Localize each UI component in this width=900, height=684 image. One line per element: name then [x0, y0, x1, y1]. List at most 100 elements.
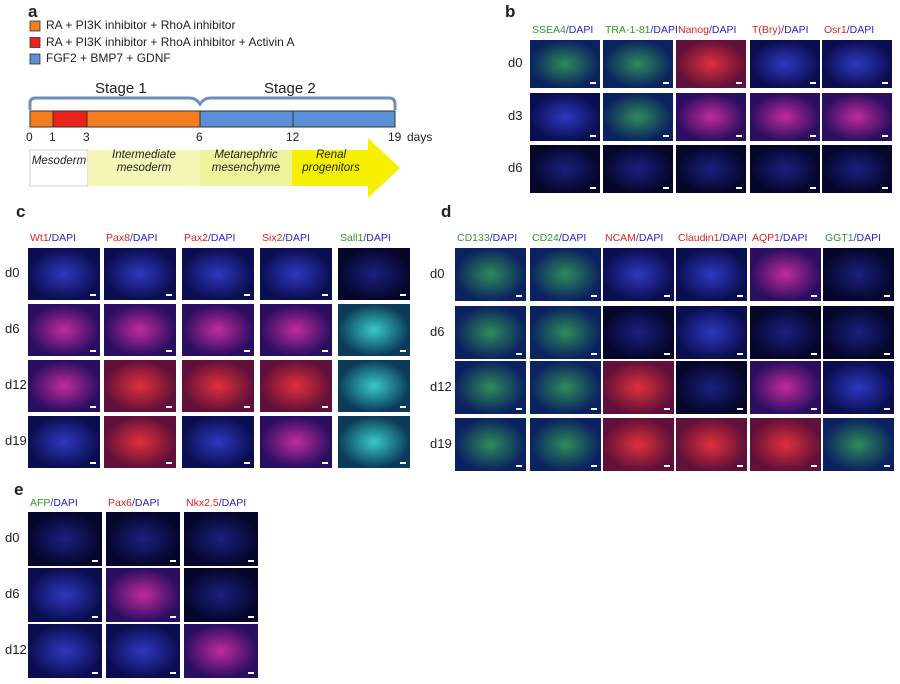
micrograph: [104, 360, 176, 412]
micrograph: [530, 361, 601, 414]
micrograph: [28, 360, 100, 412]
micrograph: [182, 416, 254, 468]
row-label: d0: [430, 265, 445, 281]
marker-name: AFP: [30, 497, 51, 509]
micrograph: [184, 512, 258, 566]
stain-name: /DAPI: [780, 232, 808, 244]
micrograph: [28, 416, 100, 468]
micrograph: [530, 145, 600, 193]
micrograph: [750, 40, 820, 88]
micrograph: [530, 248, 601, 301]
micrograph: [603, 361, 674, 414]
legend-swatch: [29, 20, 41, 32]
micrograph: [184, 624, 258, 678]
micrograph: [106, 624, 180, 678]
column-header: Six2/DAPI: [262, 232, 310, 244]
panel-label: e: [14, 480, 24, 499]
micrograph: [750, 145, 820, 193]
micrograph: [603, 40, 673, 88]
phase-label: Metanephric mesenchyme: [211, 149, 281, 174]
row-label: d6: [5, 321, 20, 336]
micrograph: [603, 306, 674, 359]
micrograph: [106, 512, 180, 566]
column-header: AFP/DAPI: [30, 497, 78, 509]
column-header: TRA-1-81/DAPI: [605, 24, 678, 36]
micrograph: [182, 248, 254, 300]
phase-box: [200, 150, 292, 186]
marker-name: CD24: [532, 232, 559, 244]
micrograph: [676, 93, 746, 141]
phase-label: Intermediate mesoderm: [112, 149, 176, 174]
micrograph: [530, 93, 600, 141]
micrograph: [676, 306, 747, 359]
micrograph: [104, 416, 176, 468]
column-header: NCAM/DAPI: [605, 232, 663, 244]
column-header: Sall1/DAPI: [340, 232, 391, 244]
phase-box: [88, 150, 200, 186]
micrograph: [104, 304, 176, 356]
micrograph: [530, 306, 601, 359]
micrograph: [182, 304, 254, 356]
stage-label: Stage 2: [264, 80, 316, 97]
micrograph: [823, 361, 894, 414]
micrograph: [260, 360, 332, 412]
marker-name: Claudin1: [678, 232, 720, 244]
micrograph: [455, 418, 526, 471]
column-header: SSEA4/DAPI: [532, 24, 593, 36]
column-header: T(Bry)/DAPI: [752, 24, 809, 36]
marker-name: CD133: [457, 232, 490, 244]
micrograph: [455, 306, 526, 359]
stage2-bar: [199, 110, 396, 128]
stain-name: /DAPI: [50, 497, 78, 509]
stain-name: /DAPI: [129, 232, 158, 244]
stain-name: /DAPI: [650, 24, 678, 36]
micrograph: [260, 416, 332, 468]
marker-name: Nkx2.5: [186, 497, 219, 509]
phase-label: Mesoderm: [31, 155, 87, 167]
column-header: GGT1/DAPI: [825, 232, 881, 244]
micrograph: [530, 40, 600, 88]
micrograph: [603, 418, 674, 471]
micrograph: [104, 248, 176, 300]
day-tick: 0: [26, 130, 33, 144]
micrograph: [823, 306, 894, 359]
micrograph: [338, 304, 410, 356]
row-label: d19: [430, 435, 452, 451]
marker-name: Pax6: [108, 497, 132, 509]
stain-name: /DAPI: [781, 24, 809, 36]
micrograph: [823, 418, 894, 471]
row-label: d0: [5, 265, 20, 280]
row-label: d12: [430, 378, 452, 394]
micrograph: [184, 568, 258, 622]
row-label: d0: [5, 530, 20, 545]
day-tick: 19: [388, 130, 402, 144]
marker-name: SSEA4: [532, 24, 566, 36]
micrograph: [338, 360, 410, 412]
legend-text: RA + PI3K inhibitor + RhoA inhibitor: [46, 18, 236, 32]
stain-name: /DAPI: [558, 232, 587, 244]
legend-swatch: [29, 53, 41, 65]
micrograph: [676, 145, 746, 193]
micrograph: [530, 418, 601, 471]
column-header: Wt1/DAPI: [30, 232, 76, 244]
micrograph: [338, 248, 410, 300]
column-header: Pax2/DAPI: [184, 232, 235, 244]
legend-text: RA + PI3K inhibitor + RhoA inhibitor + A…: [46, 34, 295, 49]
stain-name: /DAPI: [489, 232, 518, 244]
stain-name: /DAPI: [207, 232, 236, 244]
row-label: d12: [5, 642, 27, 657]
micrograph: [455, 248, 526, 301]
micrograph: [260, 304, 332, 356]
micrograph: [750, 306, 821, 359]
micrograph: [676, 418, 747, 471]
stain-name: /DAPI: [48, 232, 77, 244]
column-header: Nkx2.5/DAPI: [186, 497, 246, 509]
micrograph: [28, 248, 100, 300]
marker-name: Pax8: [106, 232, 130, 244]
marker-name: Osr1: [824, 24, 847, 36]
stain-name: /DAPI: [635, 232, 664, 244]
micrograph: [260, 248, 332, 300]
phase-box: [29, 149, 89, 187]
micrograph: [106, 568, 180, 622]
